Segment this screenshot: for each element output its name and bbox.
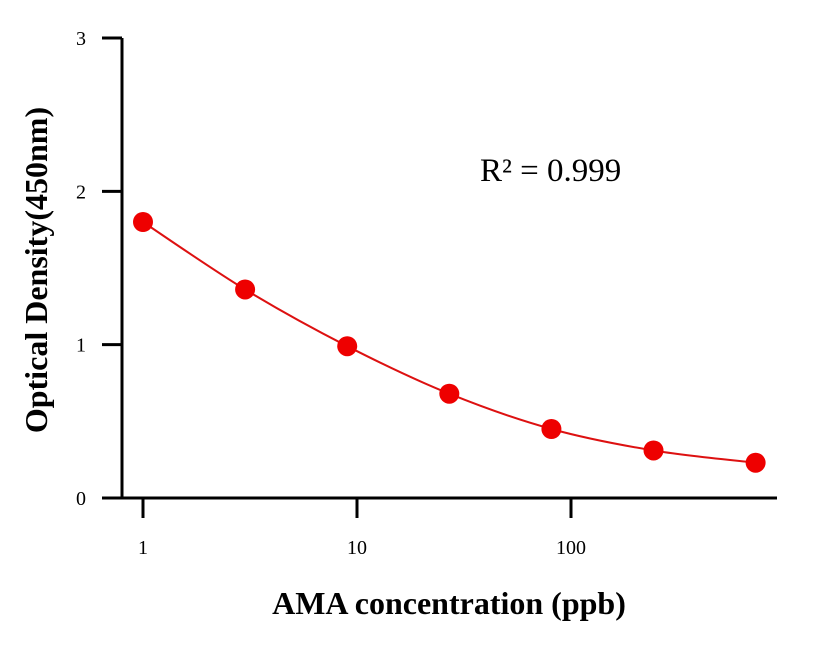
data-point [439,383,460,404]
x-axis-title: AMA concentration (ppb) [272,585,626,621]
data-point [235,279,256,300]
data-points [133,212,766,473]
axes [120,38,777,500]
y-tick-label: 2 [76,181,86,203]
x-tick-label: 1 [138,537,148,559]
x-tick-label: 10 [347,537,367,559]
fit-curve [142,221,756,464]
x-ticks: 1 10 100 [138,498,586,559]
y-tick-label: 3 [76,28,86,50]
y-axis-title: Optical Density(450nm) [18,107,54,433]
y-tick-label: 1 [76,335,86,357]
data-point [643,440,664,461]
r-squared-annotation: R² = 0.999 [480,153,621,189]
y-tick-label: 0 [76,488,86,510]
x-tick-label: 100 [556,537,586,559]
data-point [745,452,766,473]
data-point [337,336,358,357]
data-point [133,212,153,232]
y-ticks: 0 1 2 3 [76,28,122,510]
data-point [541,419,562,439]
